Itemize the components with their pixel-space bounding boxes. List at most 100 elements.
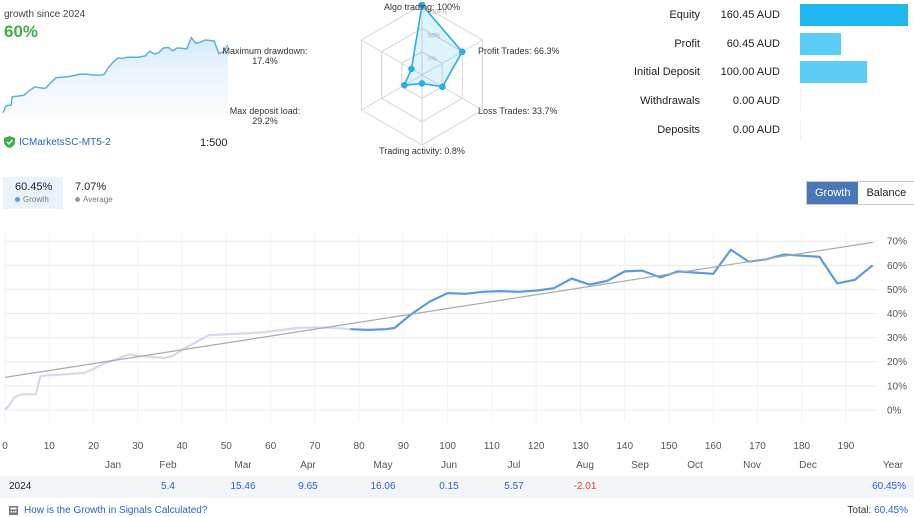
balance-row: Deposits 0.00 AUD [600,118,910,142]
x-tick-label: 110 [484,441,500,452]
y-tick-label: 60% [887,261,907,272]
radar-point [458,48,466,56]
total-label: Total: [847,505,872,516]
mini-growth-chart [2,36,229,116]
month-growth-cell: 0.15 [439,481,459,492]
average-stat-tab[interactable]: 7.07% Average [63,177,123,209]
average-stat-label: Average [83,195,113,204]
radar-point [418,1,426,9]
growth-percent: 60% [4,22,39,41]
radar-axis-label: Max deposit load: 29.2% [229,106,301,126]
radar-axis-label: Loss Trades: 33.7% [478,106,558,116]
balance-value: 0.00 AUD [732,95,780,108]
x-tick-label: 120 [528,441,545,452]
y-tick-label: 40% [887,309,907,320]
balance-label: Profit [674,37,700,50]
radar-point [439,83,446,91]
balance-bar [800,32,841,55]
radar-value-polygon [403,3,464,88]
history-series-line [4,326,351,411]
average-stat-value: 7.07% [75,181,107,193]
radar-ring-label: 50% [428,33,441,39]
balance-row: Initial Deposit 100.00 AUD [600,60,910,84]
trend-series-line [4,241,873,378]
year-table-row: 2024 5.4 15.46 9.65 16.06 0.15 5.57 -2.01 60.4… [0,476,914,498]
month-growth-cell: 16.06 [370,481,396,492]
balance-row: Profit 60.45 AUD [600,32,910,56]
chart-mode-toggle: Growth Balance [806,181,914,205]
month-header-jan: Jan [104,460,122,471]
radar-ring-label: 100+% [428,10,448,16]
verified-shield-icon [4,136,15,148]
balance-bar [800,90,801,113]
y-tick-label: 30% [887,333,907,344]
balance-row: Equity 160.45 AUD [600,3,910,27]
balance-bar [800,4,908,26]
balance-label: Withdrawals [640,95,700,108]
radar-spoke [421,74,483,111]
radar-axis-label: Maximum drawdown: 17.4% [222,46,308,66]
year-total-cell: 60.45% [872,481,906,492]
radar-values [400,1,466,91]
y-tick-label: 10% [887,381,907,392]
growth-stat-label: Growth [23,195,49,204]
month-header-mar: Mar [234,460,252,471]
x-tick-label: 10 [44,441,56,452]
total-value: 60.45% [874,505,908,516]
month-growth-cell: 9.65 [298,481,318,492]
month-growth-cell: 5.4 [161,481,175,492]
month-header-jun: Jun [440,460,458,471]
radar-ring-label: 0% [428,57,437,63]
x-tick-label: 0 [2,441,8,452]
balance-value: 0.00 AUD [732,123,780,136]
total-growth: Total: 60.45% [847,505,908,516]
month-header-apr: Apr [300,460,316,471]
balance-label: Equity [669,9,700,21]
y-tick-label: 50% [887,285,907,296]
leverage-value: 1:500 [200,137,228,149]
month-header-may: May [373,460,393,471]
month-header-year: Year [882,460,904,471]
x-tick-label: 70 [309,441,321,452]
balance-label: Deposits [657,123,700,136]
balance-toggle-button[interactable]: Balance [858,182,914,204]
growth-faq-text: How is the Growth in Signals Calculated? [24,505,208,516]
x-tick-label: 30 [132,441,144,452]
stats-tabs: 60.45% Growth 7.07% Average [3,177,123,209]
month-growth-cell: -2.01 [573,481,597,492]
balance-label: Initial Deposit [633,66,700,79]
broker-link[interactable]: ICMarketsSC-MT5-2 [4,136,111,148]
growth-faq-link[interactable]: How is the Growth in Signals Calculated? [9,505,207,516]
radar-axis-label: Trading activity: 0.8% [379,146,465,156]
growth-dot-icon [15,197,20,202]
balance-row: Withdrawals 0.00 AUD [600,89,910,113]
radar-spoke [421,39,483,76]
balance-bar [800,118,801,141]
growth-toggle-button[interactable]: Growth [807,182,859,204]
radar-point [418,80,426,87]
month-header-sep: Sep [631,460,649,471]
year-label: 2024 [9,481,32,492]
x-tick-label: 140 [616,441,633,452]
x-tick-label: 50 [221,441,233,452]
mini-growth-area [3,37,228,116]
y-tick-label: 20% [887,357,907,368]
calculator-icon [9,506,18,515]
x-tick-label: 90 [398,441,410,452]
x-tick-label: 20 [88,441,100,452]
y-tick-label: 70% [887,237,907,248]
mini-growth-line [2,36,229,114]
broker-name: ICMarketsSC-MT5-2 [19,136,111,148]
growth-stat-tab[interactable]: 60.45% Growth [3,177,63,209]
balance-bar [800,61,868,84]
x-tick-label: 170 [749,441,766,452]
x-tick-label: 160 [705,441,722,452]
month-header-feb: Feb [159,460,177,471]
x-tick-label: 150 [661,441,678,452]
radar-axis-label: Algo trading: 100% [383,2,461,12]
radar-spoke [361,74,423,111]
recent-series-line [350,248,874,331]
x-tick-label: 40 [176,441,188,452]
x-tick-label: 80 [354,441,366,452]
risk-radar-chart: 100+% 50% 0% [360,1,484,146]
